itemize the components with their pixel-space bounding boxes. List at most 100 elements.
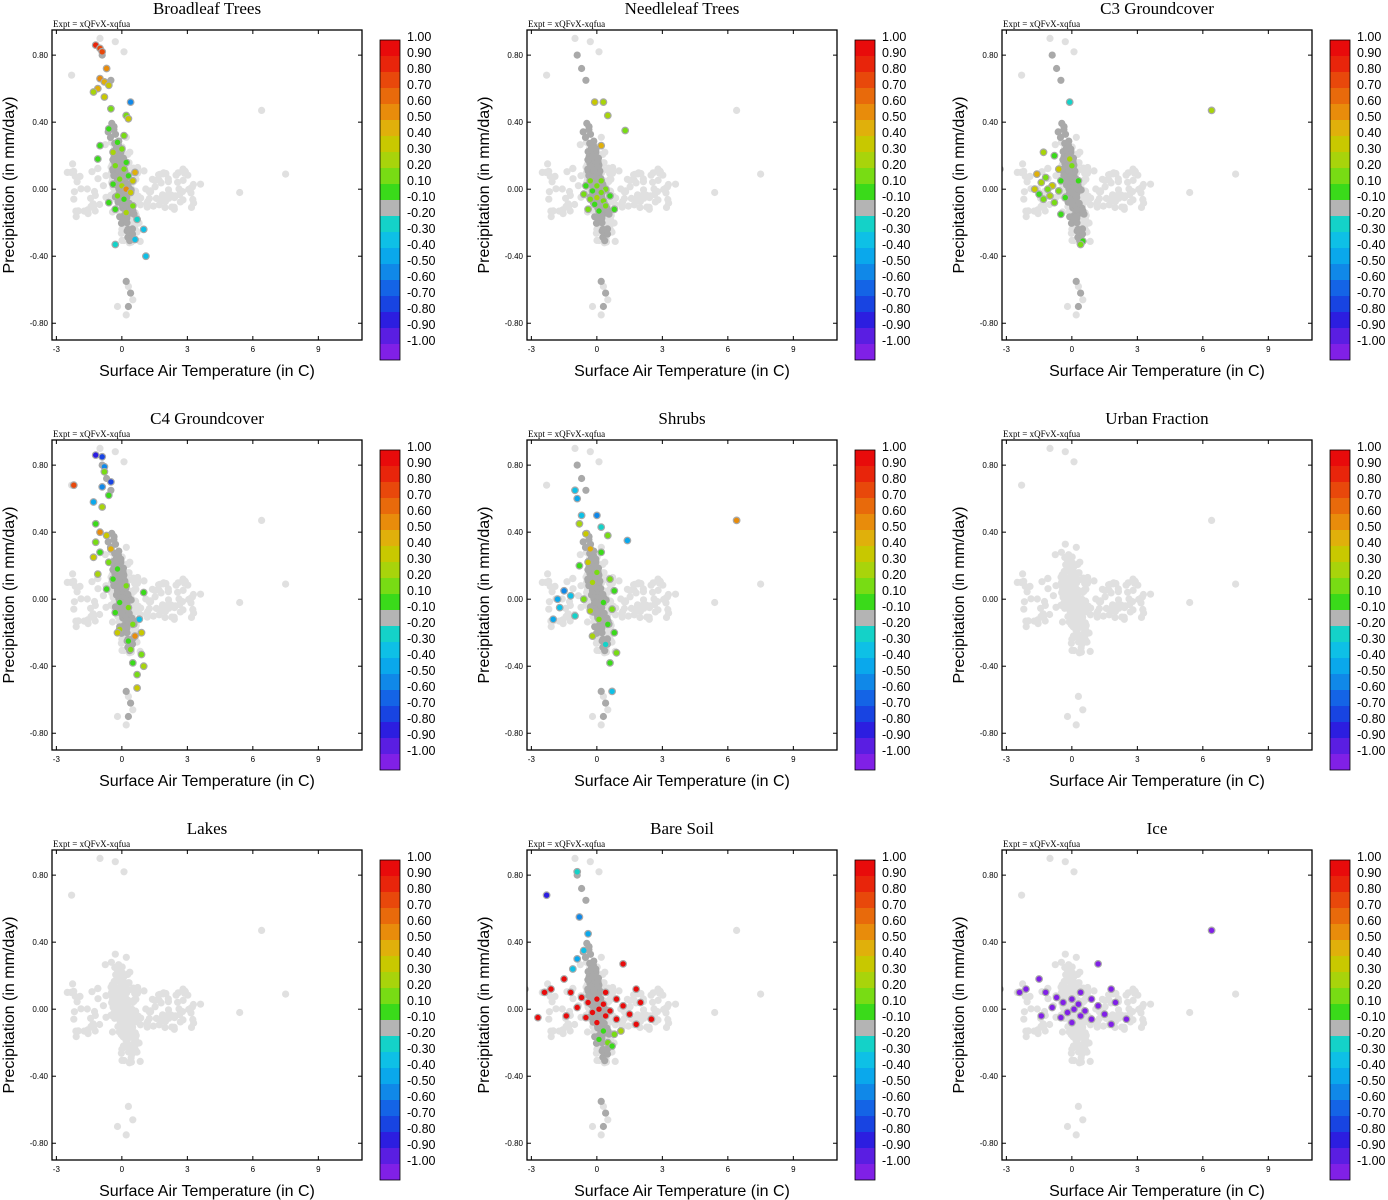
background-point [1022,213,1030,221]
colorbar-swatch [855,280,875,296]
background-point [654,996,662,1005]
background-point [96,34,104,43]
colorbar-label: 1.00 [1357,440,1381,454]
background-point [544,570,552,578]
background-point [663,183,672,191]
background-point [111,858,119,866]
background-point [544,160,552,168]
colorbar-label: -0.40 [882,648,911,662]
colorbar-swatch [380,264,400,280]
near-zero-point [1066,173,1074,181]
near-zero-point [115,577,123,585]
background-point [120,998,129,1006]
colorbar-swatch [380,1164,400,1180]
colorbar-label: -0.20 [882,616,911,630]
colorbar-swatch [855,562,875,578]
colorbar-swatch [855,1068,875,1084]
colorbar-swatch [1330,674,1350,690]
background-point [96,854,104,863]
colorbar-swatch [380,706,400,722]
data-point [593,511,601,520]
background-point [73,178,81,186]
background-point [1070,646,1078,655]
background-point [1027,595,1035,603]
background-point [664,1015,672,1024]
background-point [99,182,107,190]
background-point [122,311,130,319]
background-point [1019,570,1027,578]
expt-label: Expt = xQFvX-xqfua [528,19,605,29]
background-point [1129,586,1137,595]
background-point [711,598,719,607]
colorbar-swatch [855,642,875,658]
background-point [654,606,662,614]
plot-frame [51,439,363,751]
colorbar-label: 0.70 [882,78,906,92]
near-zero-point [589,964,597,972]
x-tick-label: -3 [528,1165,536,1174]
data-point [1065,98,1074,106]
near-zero-point [601,237,609,245]
background-point [630,171,638,179]
colorbar-label: 0.90 [1357,46,1381,60]
colorbar-swatch [380,482,400,498]
background-point [547,623,555,631]
chart-title: Broadleaf Trees [153,0,261,18]
data-point [597,523,606,531]
near-zero-point [1048,51,1056,59]
background-point [134,577,142,585]
data-point [584,929,592,938]
background-point [164,995,172,1003]
colorbar-swatch [380,972,400,988]
data-point [124,114,133,123]
y-tick-label: 0.00 [32,1005,48,1014]
data-point [102,531,111,540]
colorbar-label: -0.60 [407,680,436,694]
background-point [1105,611,1113,619]
background-point [188,1003,196,1011]
background-point [1020,188,1028,196]
y-axis-label: Precipitation (in mm/day) [1,917,18,1094]
background-point [142,1005,150,1013]
background-point [577,603,585,611]
background-point [552,1005,560,1013]
data-point [573,955,582,963]
y-tick-label: -0.40 [505,1072,524,1081]
background-point [236,598,244,607]
background-point [604,1116,612,1124]
colorbar-label: 0.50 [1357,110,1381,124]
colorbar-swatch [1330,690,1350,706]
colorbar-swatch [1330,594,1350,610]
background-point [70,1008,78,1016]
x-tick-label: 0 [120,345,125,354]
colorbar-label: -0.70 [407,696,436,710]
data-point [619,960,627,968]
data-point [584,205,592,214]
background-point [111,978,119,986]
colorbar-label: -0.50 [407,664,436,678]
x-tick-label: 6 [251,1165,256,1174]
colorbar-label: -0.70 [407,1106,436,1120]
colorbar-label: 0.50 [407,930,431,944]
data-point [111,205,120,214]
colorbar-frame [379,859,401,1181]
colorbar-label: 0.30 [407,552,431,566]
plot-frame [51,29,363,341]
background-point [615,167,623,175]
data-point [106,545,115,553]
background-point [642,601,651,609]
background-point [663,1003,672,1011]
data-point [1039,195,1048,204]
background-point [671,180,680,188]
near-zero-point [1056,133,1065,141]
background-point [196,590,205,598]
colorbar-label: 0.40 [407,126,431,140]
background-point [1076,148,1084,156]
near-zero-point [602,1109,610,1117]
colorbar-swatch [855,908,875,924]
data-point [1030,185,1039,194]
colorbar-swatch [855,312,875,328]
background-point [73,998,81,1006]
colorbar-label: 0.20 [1357,158,1381,172]
colorbar-label: 0.60 [882,504,906,518]
